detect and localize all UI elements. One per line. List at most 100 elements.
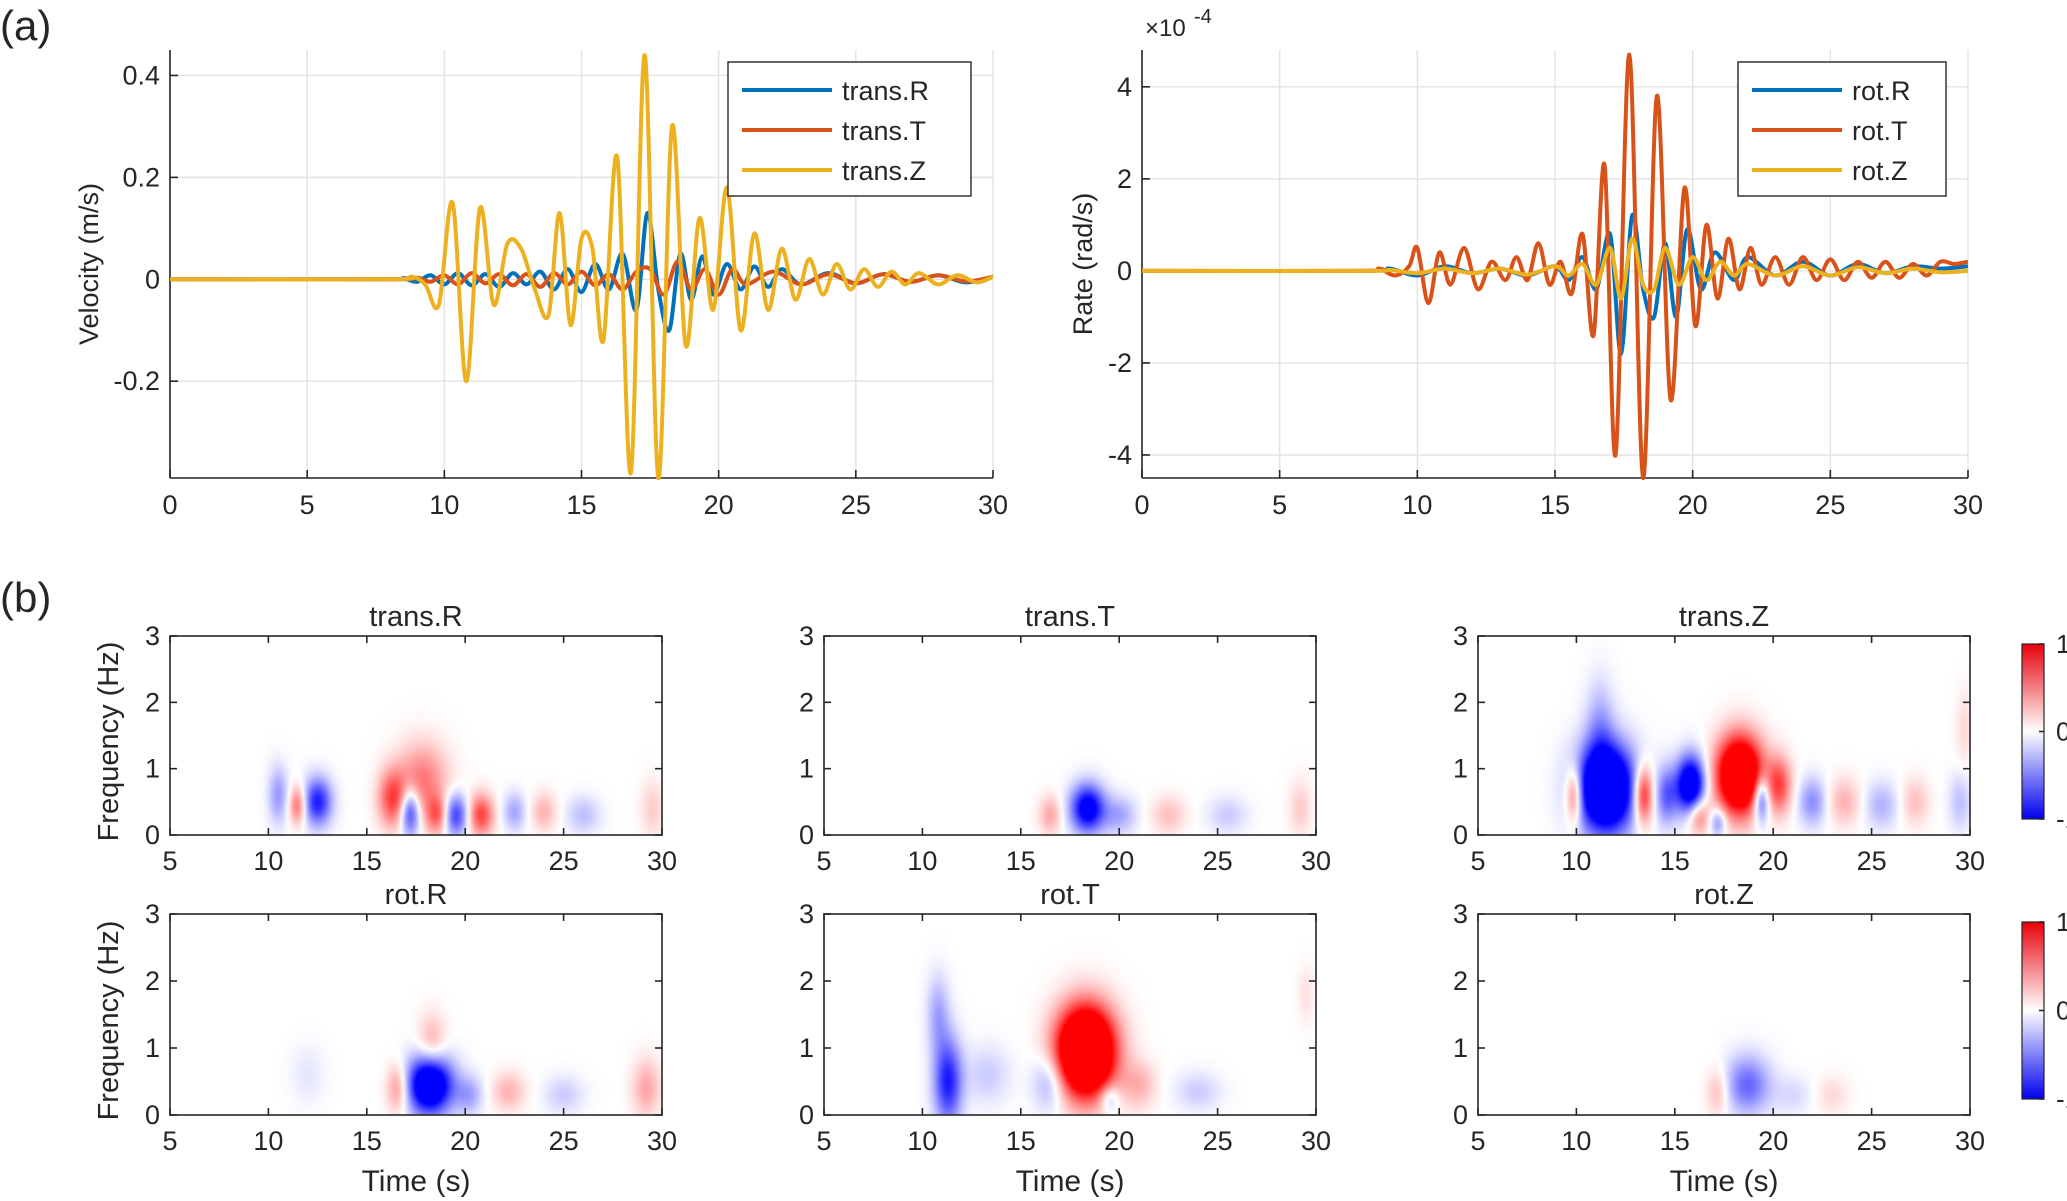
x-tick-label: 20 [1104,1126,1134,1156]
x-tick-label: 20 [1758,846,1788,876]
heatmap-rot.T: 5 10 15 20 25 30 0 1 2 3 rot.T Time (s) [799,879,1331,1198]
x-tick-label: 30 [647,846,677,876]
x-tick-label: 10 [253,846,283,876]
y-tick-label: 2 [799,687,814,717]
x-tick-label: 25 [1203,846,1233,876]
x-tick-label: 25 [841,490,871,520]
plot-frame [169,913,663,1116]
x-tick-label: 20 [1678,490,1708,520]
heatmap-image [824,914,1316,1115]
x-tick-label: 25 [1203,1126,1233,1156]
legend-label: trans.Z [842,156,926,186]
panel-title: trans.Z [1679,601,1769,633]
series-line-rot.Z [1142,236,1968,301]
x-tick-label: 15 [566,490,596,520]
x-axis-label: Time (s) [1016,1165,1125,1198]
x-tick-label: 15 [1540,490,1570,520]
y-tick-label: 2 [145,687,160,717]
colorbar-tick-label: 1 [2056,907,2067,937]
x-tick-label: 30 [1955,1126,1985,1156]
y-tick-label: 2 [145,966,160,996]
series-line-trans.Z [170,53,993,480]
x-tick-label: 5 [300,490,315,520]
y-tick-label: 2 [799,966,814,996]
x-tick-label: 15 [352,1126,382,1156]
x-tick-label: 30 [1301,846,1331,876]
x-axis-label: Time (s) [1670,1165,1779,1198]
y-tick-label: -2 [1108,348,1132,378]
colorbar-tick-label: -1 [2056,1084,2067,1114]
y-tick-label: 1 [799,1033,814,1063]
x-tick-label: 30 [1955,846,1985,876]
y-tick-label: 0 [1117,256,1132,286]
heatmap-image [1478,914,1970,1115]
y-tick-label: 0.2 [122,162,160,192]
x-tick-label: 5 [162,1126,177,1156]
x-tick-label: 30 [647,1126,677,1156]
legend-label: rot.T [1852,116,1908,146]
x-tick-label: 30 [1953,490,1983,520]
x-axis-label: Time (s) [362,1165,471,1198]
x-tick-label: 25 [549,846,579,876]
x-tick-label: 20 [450,1126,480,1156]
x-tick-label: 20 [1104,846,1134,876]
plot-frame [823,635,1317,836]
y-axis-label: Frequency (Hz) [93,642,125,842]
panel-title: trans.R [369,601,462,633]
y-tick-label: 0 [145,264,160,294]
y-tick-label: 3 [799,899,814,929]
y-tick-label: 2 [1453,966,1468,996]
x-tick-label: 5 [1470,846,1485,876]
x-tick-label: 10 [253,1126,283,1156]
y-tick-label: 3 [799,621,814,651]
heatmap-image [824,636,1316,835]
x-tick-label: 0 [162,490,177,520]
x-tick-label: 10 [1561,1126,1591,1156]
x-tick-label: 15 [1006,846,1036,876]
x-tick-label: 5 [1470,1126,1485,1156]
x-tick-label: 25 [549,1126,579,1156]
y-axis-label: Velocity (m/s) [74,183,104,345]
legend-label: rot.Z [1852,156,1908,186]
x-tick-label: 10 [1561,846,1591,876]
panel-label-a: (a) [0,2,51,49]
y-tick-label: 2 [1453,687,1468,717]
y-tick-label: 1 [799,754,814,784]
heatmap-image [170,914,662,1115]
plot-frame [823,913,1317,1116]
y-tick-label: -0.2 [113,366,160,396]
x-tick-label: 5 [816,846,831,876]
x-tick-label: 25 [1857,846,1887,876]
x-tick-label: 10 [429,490,459,520]
y-tick-label: 1 [1453,1033,1468,1063]
x-tick-label: 15 [1006,1126,1036,1156]
x-tick-label: 20 [1758,1126,1788,1156]
y-tick-label: 2 [1117,164,1132,194]
x-tick-label: 30 [1301,1126,1331,1156]
x-tick-label: 0 [1134,490,1149,520]
y-tick-label: 0 [1453,820,1468,850]
x-tick-label: 10 [907,1126,937,1156]
x-tick-label: 5 [162,846,177,876]
y-tick-label: 1 [145,1033,160,1063]
y-tick-label: 3 [1453,899,1468,929]
y-tick-label: 0 [799,1100,814,1130]
x-tick-label: 25 [1815,490,1845,520]
series-line-rot.T [1142,52,1968,480]
y-tick-label: -4 [1108,440,1132,470]
legend-label: trans.T [842,116,926,146]
panel-title: rot.T [1040,879,1100,911]
x-tick-label: 15 [352,846,382,876]
panel-label-b: (b) [0,574,51,621]
x-tick-label: 15 [1660,1126,1690,1156]
legend-label: trans.R [842,76,929,106]
legend-label: rot.R [1852,76,1911,106]
y-tick-label: 1 [145,754,160,784]
y-axis-label: Rate (rad/s) [1068,193,1098,336]
line-chart-rotational: 0 5 10 15 20 25 30 -4 -2 0 2 4 Rate (rad/s) ×10 -4 rot.… [1068,6,1983,520]
panel-title: rot.R [385,879,448,911]
y-axis-label: Frequency (Hz) [93,921,125,1121]
